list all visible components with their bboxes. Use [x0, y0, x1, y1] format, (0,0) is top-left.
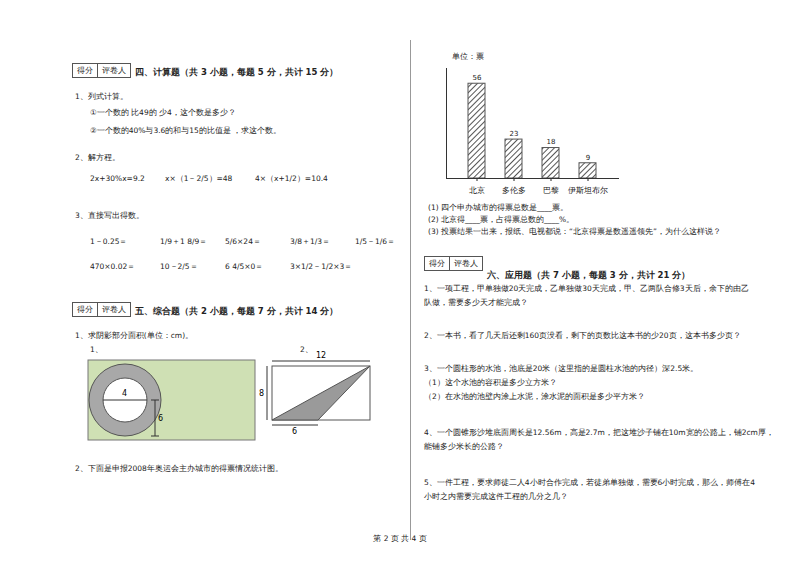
html-text:（1）这个水池的容积是多少立方米？: （1）这个水池的容积是多少立方米？: [424, 378, 557, 387]
html-text:3、直接写出得数。: 3、直接写出得数。: [75, 211, 144, 220]
html-text:队做，需要多少天才能完成？: 队做，需要多少天才能完成？: [424, 298, 528, 307]
html-text:3×1/2－1/2×3＝: 3×1/2－1/2×3＝: [290, 262, 353, 271]
html-text:5、一件工程，要求师徒二人4小时合作完成，若徒弟单独做，需要: 5、一件工程，要求师徒二人4小时合作完成，若徒弟单独做，需要6小时完成，那么，师…: [424, 478, 756, 487]
html-text:①一个数的 比49的 少4，这个数是多少？: ①一个数的 比49的 少4，这个数是多少？: [90, 108, 236, 117]
html-text:1/9＋1 8/9＝: 1/9＋1 8/9＝: [160, 237, 208, 246]
svg-text:8: 8: [259, 389, 264, 398]
svg-text:18: 18: [547, 138, 556, 146]
svg-text:伊斯坦布尔: 伊斯坦布尔: [568, 186, 608, 195]
html-text:3/8＋1/3＝: 3/8＋1/3＝: [290, 237, 331, 246]
html-text:4、一个圆锥形沙堆底面周长是12.56m，高是2.7m，把这: 4、一个圆锥形沙堆底面周长是12.56m，高是2.7m，把这堆沙子铺在10m宽的…: [424, 428, 774, 437]
html-text:②一个数的40%与3.6的和与15的比值是 ，求这个数。: ②一个数的40%与3.6的和与15的比值是 ，求这个数。: [90, 126, 282, 135]
html-text:5/6×24＝: 5/6×24＝: [225, 237, 261, 246]
svg-text:巴黎: 巴黎: [543, 186, 559, 195]
html-text:1、一项工程，甲单独做20天完成，乙单独做30天完成，甲、乙: 1、一项工程，甲单独做20天完成，乙单独做30天完成，甲、乙两队合修3天后，余下…: [424, 284, 749, 293]
html-text:小时之内需要完成这件工程的几分之几？: 小时之内需要完成这件工程的几分之几？: [424, 492, 568, 501]
svg-text:23: 23: [510, 130, 519, 138]
html-text:得分: 得分: [77, 305, 93, 314]
html-text:得分: 得分: [429, 259, 445, 268]
html-text:(1) 四个申办城市的得票总数是____票。: (1) 四个申办城市的得票总数是____票。: [428, 203, 568, 212]
html-text:1－0.25＝: 1－0.25＝: [90, 237, 128, 246]
svg-text:12: 12: [316, 351, 326, 360]
svg-text:6: 6: [158, 414, 163, 423]
html-text:(2) 北京得____票，占得票总数的____%。: (2) 北京得____票，占得票总数的____%。: [428, 215, 575, 224]
html-text:470×0.02＝: 470×0.02＝: [90, 262, 136, 271]
html-text:1、列式计算。: 1、列式计算。: [75, 92, 128, 101]
html-text:能铺多少米长的公路？: 能铺多少米长的公路？: [424, 442, 504, 451]
html-text:单位：票: 单位：票: [452, 52, 484, 61]
html-text:评卷人: 评卷人: [102, 305, 126, 314]
html-text:六、应用题（共 7 小题，每题 3 分，共计 21 分）: 六、应用题（共 7 小题，每题 3 分，共计 21 分）: [487, 270, 691, 280]
html-text:6 4/5×0＝: 6 4/5×0＝: [225, 262, 264, 271]
html-text:评卷人: 评卷人: [102, 66, 126, 75]
html-text:2、下面是申报2008年奥运会主办城市的得票情况统计图。: 2、下面是申报2008年奥运会主办城市的得票情况统计图。: [75, 464, 283, 473]
html-text:评卷人: 评卷人: [454, 259, 478, 268]
svg-text:4: 4: [122, 389, 127, 398]
html-text:2、: 2、: [300, 345, 313, 354]
svg-text:9: 9: [586, 154, 590, 162]
svg-text:56: 56: [473, 74, 482, 82]
html-text:1、: 1、: [90, 345, 103, 354]
html-text:2x+30%x=9.2: 2x+30%x=9.2: [90, 174, 145, 183]
html-text:第 2 页 共 4 页: 第 2 页 共 4 页: [373, 534, 427, 543]
html-text:2、解方程。: 2、解方程。: [75, 153, 120, 162]
html-text:得分: 得分: [77, 66, 93, 75]
html-text:四、计算题（共 3 小题，每题 5 分，共计 15 分）: 四、计算题（共 3 小题，每题 5 分，共计 15 分）: [135, 67, 339, 77]
html-text:五、综合题（共 2 小题，每题 7 分，共计 14 分）: 五、综合题（共 2 小题，每题 7 分，共计 14 分）: [135, 306, 339, 316]
html-text:3、一个圆柱形的水池，池底是20米（这里指的是圆柱水池的内径: 3、一个圆柱形的水池，池底是20米（这里指的是圆柱水池的内径）深2.5米。: [424, 364, 699, 373]
html-text:4×（x+1/2）=10.4: 4×（x+1/2）=10.4: [255, 174, 328, 183]
html-text:10－2/5＝: 10－2/5＝: [160, 262, 198, 271]
html-text:1、求阴影部分面积(单位：cm)。: 1、求阴影部分面积(单位：cm)。: [75, 331, 194, 340]
svg-text:6: 6: [292, 427, 297, 436]
html-text:1/5－1/6＝: 1/5－1/6＝: [355, 237, 396, 246]
html-text:（2）在水池的池壁内涂上水泥，涂水泥的面积是多少平方米？: （2）在水池的池壁内涂上水泥，涂水泥的面积是多少平方米？: [424, 392, 645, 401]
html-text:(3) 投票结果一出来，报纸、电视都说：“北京得票是数遥遥领: (3) 投票结果一出来，报纸、电视都说：“北京得票是数遥遥领先”，为什么这样说？: [428, 227, 721, 236]
svg-text:北京: 北京: [469, 186, 485, 195]
svg-text:多伦多: 多伦多: [502, 186, 526, 195]
html-text:x×（1－2/5）=48: x×（1－2/5）=48: [165, 174, 233, 183]
html-text:2、一本书，看了几天后还剩160页没看，剩下的页数比这本书的: 2、一本书，看了几天后还剩160页没看，剩下的页数比这本书的少20页，这本书多少…: [424, 331, 741, 340]
